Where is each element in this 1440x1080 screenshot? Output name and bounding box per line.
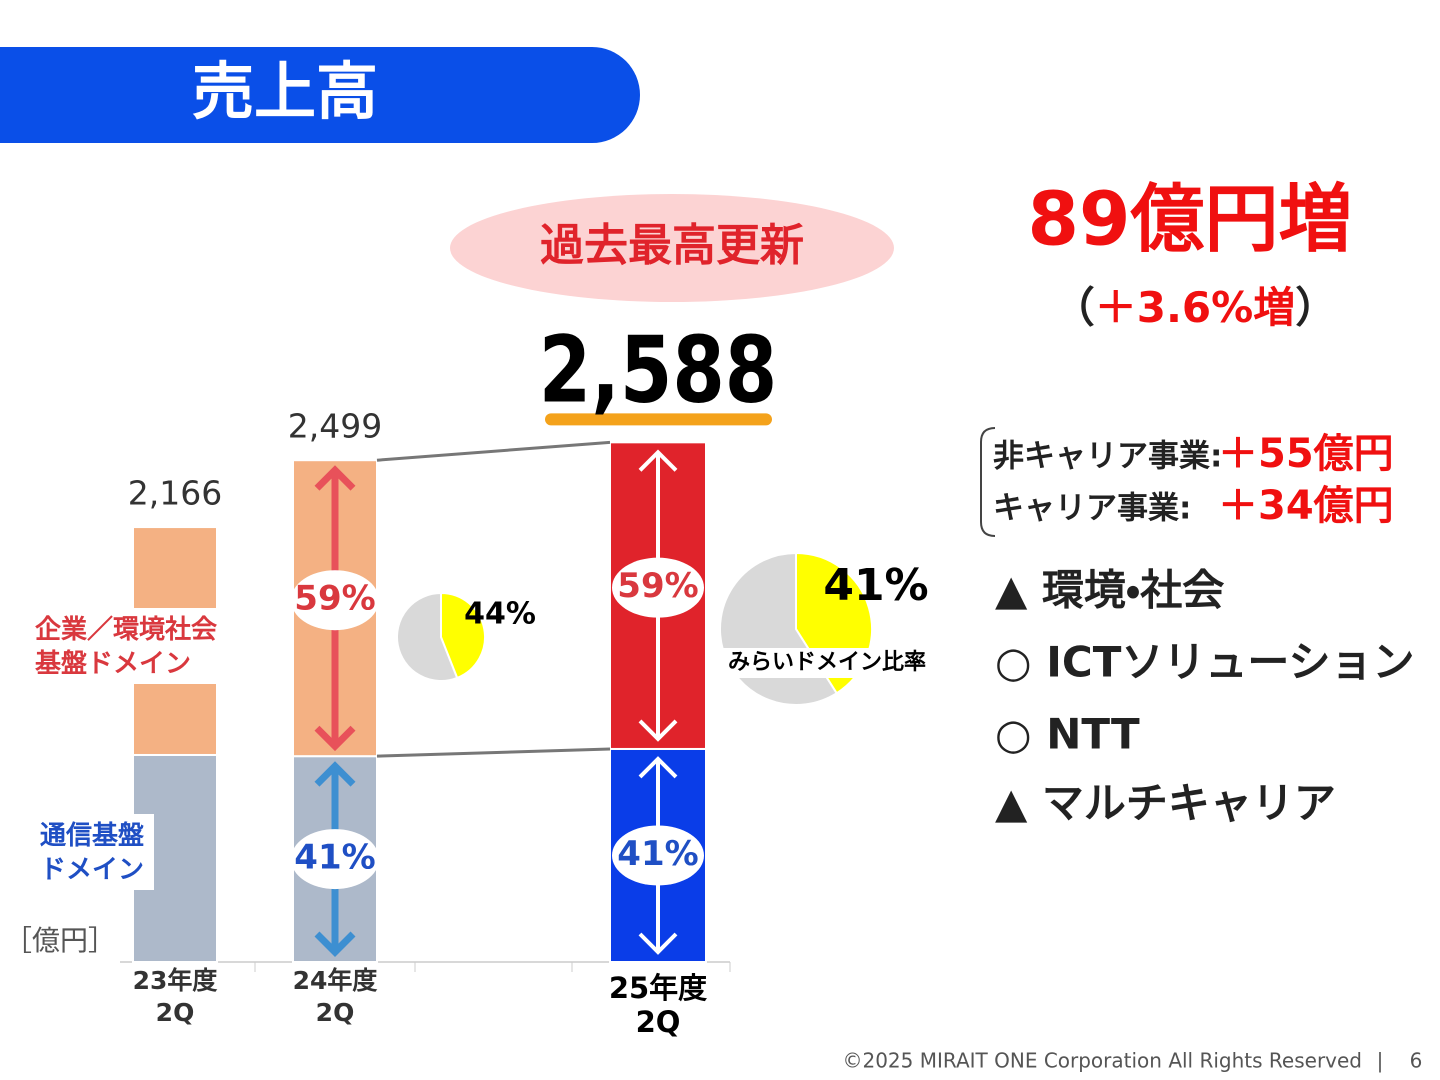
x-tick-label: 2Q <box>636 1005 681 1039</box>
pie-label: 44% <box>464 597 536 632</box>
arrow-head <box>638 756 678 779</box>
badge: 過去最高更新 <box>540 220 804 271</box>
arrow-head <box>314 761 356 787</box>
caption-bg <box>718 648 936 678</box>
breakdown-value: ＋55億円 <box>1218 431 1394 477</box>
x-tick-label: 2Q <box>316 998 355 1027</box>
segment: ○ NTT <box>995 710 1140 759</box>
connector <box>376 747 611 758</box>
legend-bg <box>29 608 239 684</box>
total-label: 2,499 <box>288 407 382 446</box>
separator: | <box>1377 1049 1384 1073</box>
share-label: 41% <box>617 834 698 874</box>
breakdown-label: 非キャリア事業: <box>993 439 1222 475</box>
connector <box>376 440 611 462</box>
page-number: 6 <box>1410 1049 1423 1073</box>
share-bubble <box>612 557 704 618</box>
x-tick-label: 25年度 <box>609 971 707 1005</box>
legend-bg <box>34 814 154 890</box>
x-tick-label: 2Q <box>156 998 195 1027</box>
share-bubble <box>291 570 379 631</box>
pie-label: 41% <box>823 560 928 611</box>
share-label: 59% <box>617 566 698 606</box>
legend-label: 通信基盤ドメイン <box>40 821 145 885</box>
arrow-head <box>314 931 356 957</box>
pie-caption: みらいドメイン比率 <box>728 650 926 675</box>
paren: ） <box>1295 283 1337 332</box>
total-label: 2,588 <box>539 316 778 423</box>
segment: ▲ 環境・社会 <box>995 566 1224 615</box>
arrow-head <box>314 725 356 752</box>
arrow-head <box>314 465 356 491</box>
total-underline <box>545 413 772 426</box>
share-bubble <box>612 825 704 886</box>
share-label: 41% <box>294 838 375 878</box>
paren: （ <box>1053 283 1095 332</box>
headline-sub: （＋3.6%増） <box>1053 283 1338 332</box>
unit-label: ［億円］ <box>4 924 116 957</box>
share-bubble <box>291 829 379 890</box>
pct: ＋3.6%増 <box>1095 283 1296 332</box>
breakdown-value: ＋34億円 <box>1218 483 1394 529</box>
segment: ▲ マルチキャリア <box>995 779 1336 828</box>
arrow-head <box>638 932 678 955</box>
headline: 89億円増 <box>1028 177 1353 263</box>
legend-label: 企業／環境社会基盤ドメイン <box>35 615 218 679</box>
breakdown-label: キャリア事業: <box>993 491 1191 527</box>
copyright: ©2025 MIRAIT ONE Corporation All Rights … <box>842 1049 1362 1073</box>
arrow-head <box>638 449 678 472</box>
bracket <box>980 427 996 537</box>
segment: ○ ICTソリューション <box>995 638 1415 687</box>
title-banner <box>0 47 640 143</box>
badge-bg <box>450 194 894 302</box>
total-label: 2,166 <box>128 474 222 513</box>
share-label: 59% <box>294 579 375 619</box>
arrow-head <box>638 719 678 742</box>
x-tick-label: 23年度 <box>133 966 218 995</box>
chart: 23年度2Q2,16624年度2Q2,49925年度2Q2,58841%59%4… <box>29 316 936 1039</box>
title: 売上高 <box>192 55 378 128</box>
pie-slice <box>440 591 486 680</box>
pie-rest <box>396 591 459 682</box>
x-tick-label: 24年度 <box>293 966 378 995</box>
